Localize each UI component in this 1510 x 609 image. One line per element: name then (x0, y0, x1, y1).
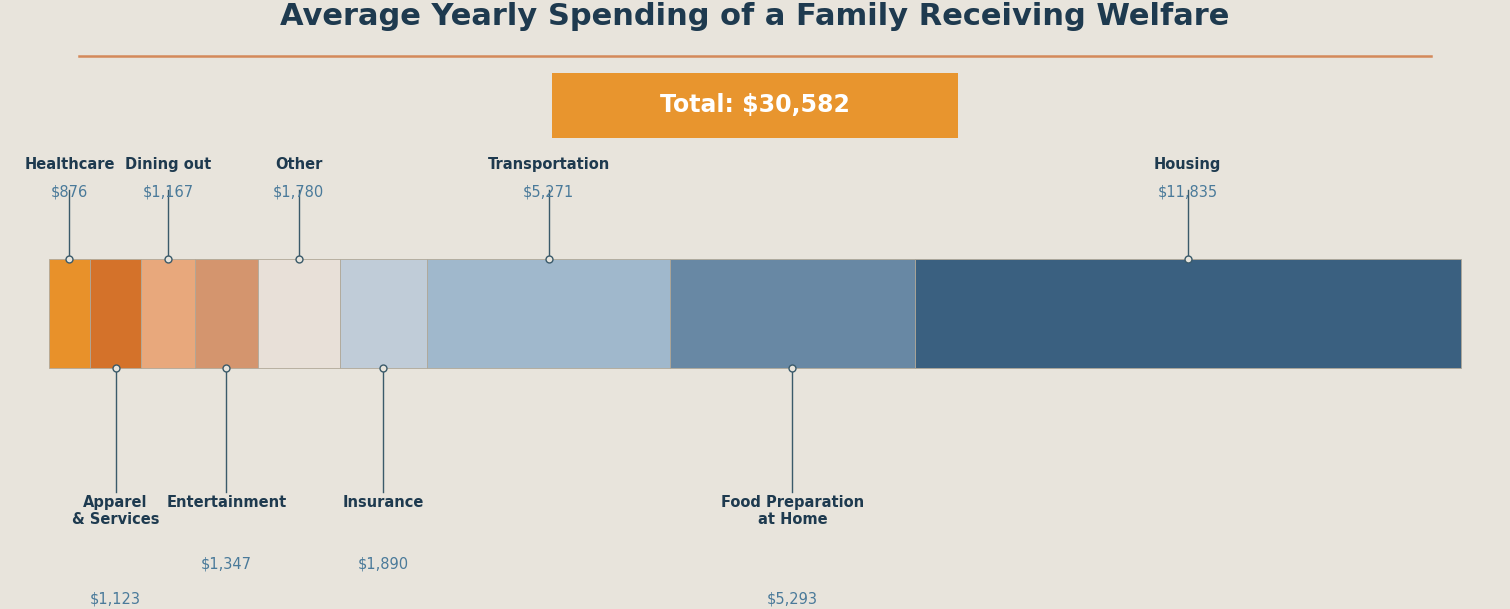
Text: $5,293: $5,293 (767, 591, 818, 606)
Text: Other: Other (275, 157, 322, 172)
FancyBboxPatch shape (915, 259, 1460, 368)
FancyBboxPatch shape (670, 259, 915, 368)
Text: Transportation: Transportation (488, 157, 610, 172)
Text: Apparel
& Services: Apparel & Services (72, 495, 160, 527)
Text: $1,780: $1,780 (273, 185, 325, 200)
FancyBboxPatch shape (340, 259, 427, 368)
FancyBboxPatch shape (142, 259, 195, 368)
FancyBboxPatch shape (195, 259, 258, 368)
FancyBboxPatch shape (50, 259, 89, 368)
Text: $1,347: $1,347 (201, 557, 252, 571)
Text: Housing: Housing (1154, 157, 1222, 172)
Text: Total: $30,582: Total: $30,582 (660, 93, 850, 118)
FancyBboxPatch shape (89, 259, 142, 368)
Text: $1,167: $1,167 (143, 185, 193, 200)
Text: Dining out: Dining out (125, 157, 211, 172)
Text: Healthcare: Healthcare (24, 157, 115, 172)
Text: Insurance: Insurance (343, 495, 424, 510)
Text: Entertainment: Entertainment (166, 495, 287, 510)
FancyBboxPatch shape (427, 259, 670, 368)
Text: $5,271: $5,271 (522, 185, 574, 200)
Text: Food Preparation
at Home: Food Preparation at Home (720, 495, 864, 527)
FancyBboxPatch shape (553, 73, 957, 138)
FancyBboxPatch shape (258, 259, 340, 368)
Text: Average Yearly Spending of a Family Receiving Welfare: Average Yearly Spending of a Family Rece… (281, 2, 1229, 31)
Text: $1,123: $1,123 (91, 591, 140, 606)
Text: $1,890: $1,890 (358, 557, 409, 571)
Text: $11,835: $11,835 (1158, 185, 1217, 200)
Text: $876: $876 (51, 185, 88, 200)
